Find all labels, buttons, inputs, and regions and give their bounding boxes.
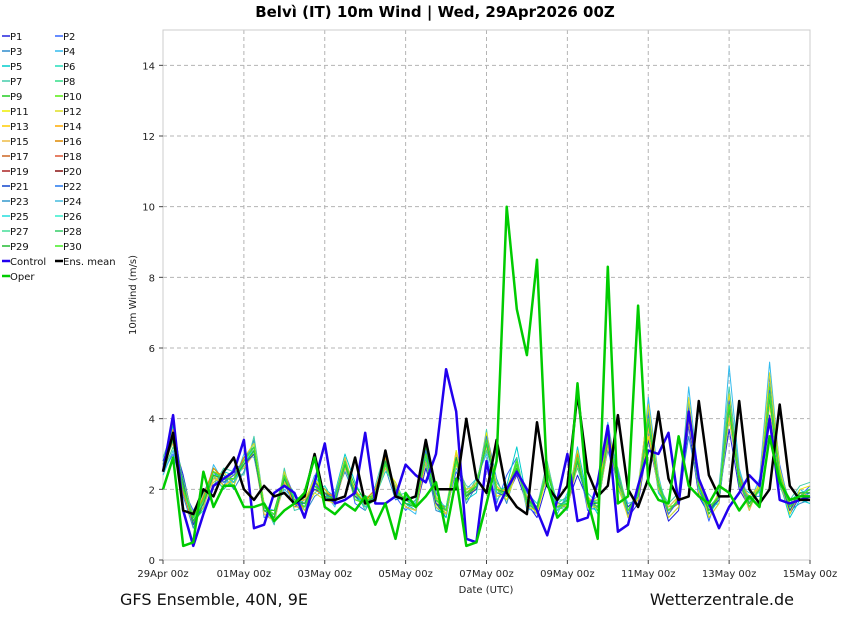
x-tick-label: 15May 00z xyxy=(783,569,838,580)
y-tick-label: 2 xyxy=(149,485,155,496)
chart-title: Belvì (IT) 10m Wind | Wed, 29Apr2026 00Z xyxy=(255,3,615,22)
legend-label-p27: P27 xyxy=(10,227,29,238)
y-tick-label: 8 xyxy=(149,273,155,284)
axis-ticks: 0 2 4 6 8 10 12 14 29Apr 00z 01May 00z 03May 00z 05… xyxy=(137,61,837,580)
series-line-control xyxy=(161,367,811,548)
legend-label-p9: P9 xyxy=(10,92,22,103)
legend-label-p30: P30 xyxy=(63,242,82,253)
y-tick-label: 10 xyxy=(142,203,155,214)
footer-site-label: Wetterzentrale.de xyxy=(650,590,794,609)
y-tick-label: 4 xyxy=(149,415,155,426)
x-tick-label: 01May 00z xyxy=(217,569,272,580)
x-tick-label: 05May 00z xyxy=(378,569,433,580)
legend-label-ens-mean: Ens. mean xyxy=(63,257,116,268)
legend-label-p17: P17 xyxy=(10,152,29,163)
x-tick-label: 29Apr 00z xyxy=(137,569,188,580)
legend-label-p6: P6 xyxy=(63,62,75,73)
legend-label-p29: P29 xyxy=(10,242,29,253)
legend-label-p14: P14 xyxy=(63,122,82,133)
legend-label-oper: Oper xyxy=(10,272,35,283)
y-axis-label: 10m Wind (m/s) xyxy=(128,255,139,335)
legend-label-p4: P4 xyxy=(63,47,75,58)
legend-label-p19: P19 xyxy=(10,167,29,178)
legend-label-p10: P10 xyxy=(63,92,82,103)
series-line-p30 xyxy=(162,393,811,519)
legend-label-p11: P11 xyxy=(10,107,29,118)
series-layer xyxy=(161,205,811,548)
y-tick-label: 14 xyxy=(142,61,155,72)
legend-label-p7: P7 xyxy=(10,77,22,88)
legend-label-control: Control xyxy=(10,257,46,268)
series-line-p15 xyxy=(162,400,811,522)
legend-label-p1: P1 xyxy=(10,32,22,43)
legend-label-p13: P13 xyxy=(10,122,29,133)
legend-label-p15: P15 xyxy=(10,137,29,148)
legend-label-p28: P28 xyxy=(63,227,82,238)
series-line-ens-mean xyxy=(161,392,810,516)
x-tick-label: 11May 00z xyxy=(621,569,676,580)
x-tick-label: 03May 00z xyxy=(297,569,352,580)
legend-label-p12: P12 xyxy=(63,107,82,118)
x-tick-label: 09May 00z xyxy=(540,569,595,580)
x-tick-label: 07May 00z xyxy=(459,569,514,580)
legend-label-p25: P25 xyxy=(10,212,29,223)
legend-label-p5: P5 xyxy=(10,62,22,73)
x-axis-label: Date (UTC) xyxy=(459,585,514,596)
legend-label-p22: P22 xyxy=(63,182,82,193)
legend: P1 P2 P3 P4 P5 P6 P7 P8 P9 P10 P11 P12 P13 P14 P15 P16 P… xyxy=(2,32,116,283)
y-tick-label: 0 xyxy=(149,556,155,567)
legend-label-p21: P21 xyxy=(10,182,29,193)
x-tick-label: 13May 00z xyxy=(702,569,757,580)
legend-label-p3: P3 xyxy=(10,47,22,58)
series-line-oper xyxy=(161,205,810,548)
y-tick-label: 6 xyxy=(149,344,155,355)
legend-label-p20: P20 xyxy=(63,167,82,178)
y-tick-label: 12 xyxy=(142,132,155,143)
legend-label-p2: P2 xyxy=(63,32,75,43)
legend-label-p18: P18 xyxy=(63,152,82,163)
legend-label-p8: P8 xyxy=(63,77,75,88)
legend-label-p26: P26 xyxy=(63,212,82,223)
legend-label-p24: P24 xyxy=(63,197,82,208)
footer-model-label: GFS Ensemble, 40N, 9E xyxy=(120,590,308,609)
legend-label-p16: P16 xyxy=(63,137,82,148)
legend-label-p23: P23 xyxy=(10,197,29,208)
